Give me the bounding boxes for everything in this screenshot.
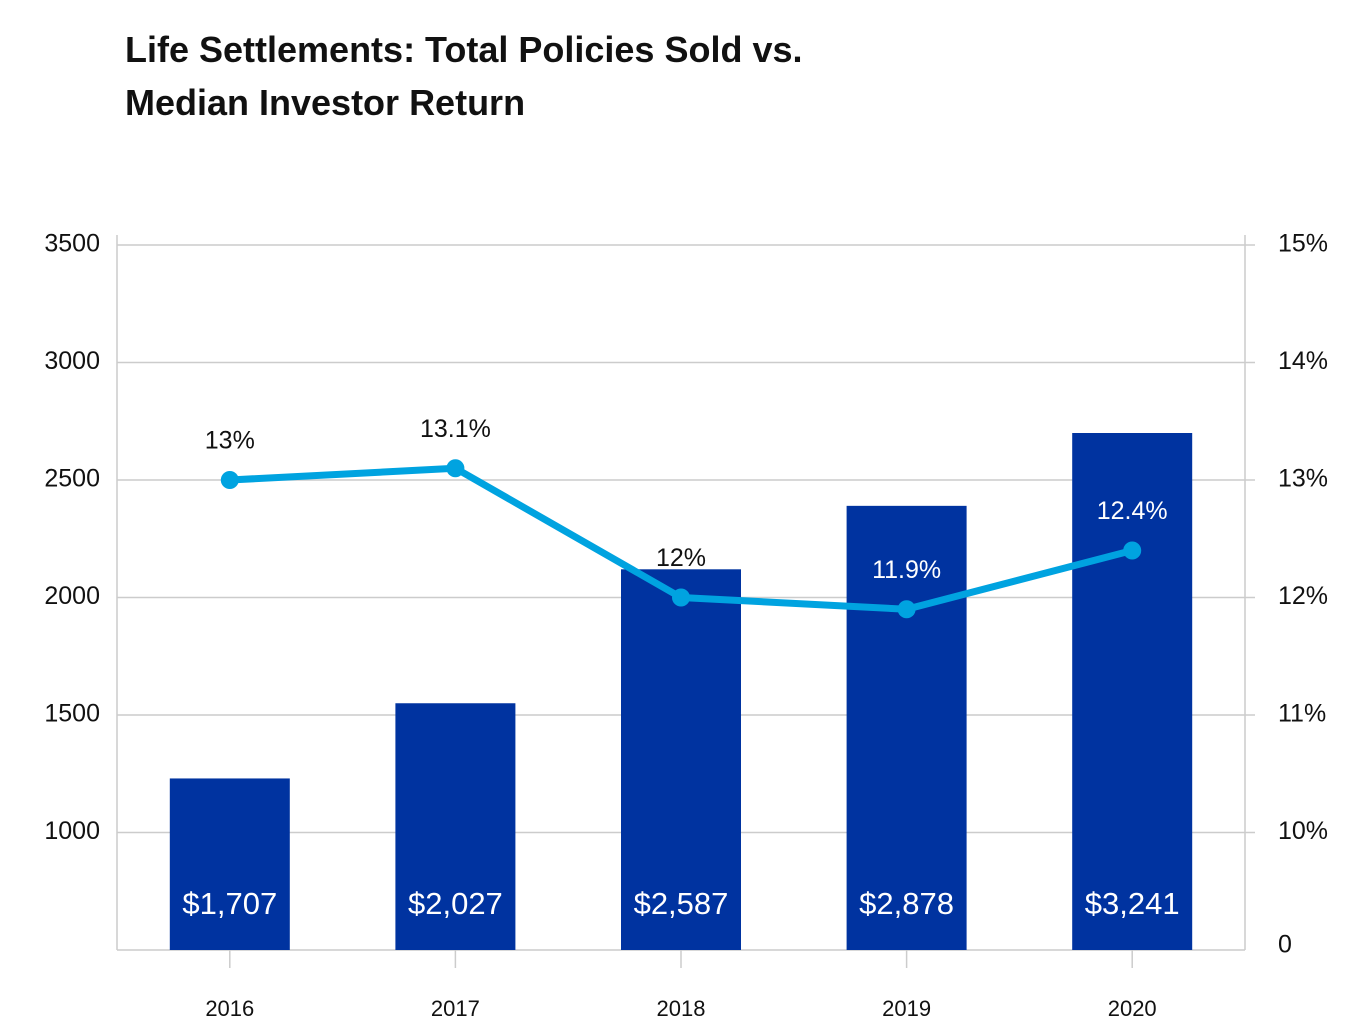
bar (169, 778, 290, 950)
y-tick-label: 1500 (44, 700, 100, 728)
bar (846, 505, 967, 950)
bar-text: $2,027 (408, 886, 503, 921)
y2-tick-label: 15% (1278, 230, 1328, 258)
bar-text: $3,241 (1085, 886, 1180, 921)
y2-tick-label: 11% (1278, 700, 1326, 728)
y-tick-label: 1000 (44, 817, 100, 845)
bar (395, 703, 516, 950)
y-tick-label: 2000 (44, 582, 100, 610)
point (897, 600, 916, 619)
x-tick-label: 2019 (882, 996, 931, 1021)
value-label: 13% (205, 427, 255, 455)
bar-text: $1,707 (182, 886, 277, 921)
value-label: 12.4% (1097, 497, 1168, 525)
x-tick-label: 2017 (431, 996, 480, 1021)
value-label: 12% (656, 544, 706, 572)
x-tick-label: 2018 (657, 996, 706, 1021)
point (220, 471, 239, 489)
y2-bottom-label: 0 (1278, 931, 1292, 959)
point (1123, 541, 1142, 560)
y2-tick-label: 14% (1278, 347, 1328, 375)
value-label: 13.1% (420, 415, 491, 443)
y-tick-label: 3000 (44, 347, 100, 375)
bar-text: $2,878 (859, 886, 954, 921)
x-tick-label: 2016 (205, 996, 254, 1021)
y-tick-label: 3500 (44, 230, 100, 258)
point (672, 588, 690, 607)
y-tick-label: 2500 (44, 465, 100, 493)
chart-title: Median Investor Return (125, 82, 525, 123)
y2-tick-label: 10% (1278, 817, 1328, 845)
value-label: 11.9% (872, 556, 941, 584)
bar (1072, 433, 1193, 950)
y2-tick-label: 12% (1278, 582, 1328, 610)
bar (621, 569, 741, 950)
chart-title: Life Settlements: Total Policies Sold vs… (125, 29, 803, 70)
y2-tick-label: 13% (1278, 465, 1328, 493)
x-tick-label: 2020 (1108, 996, 1157, 1021)
bar-text: $2,587 (634, 886, 729, 921)
point (446, 459, 465, 478)
